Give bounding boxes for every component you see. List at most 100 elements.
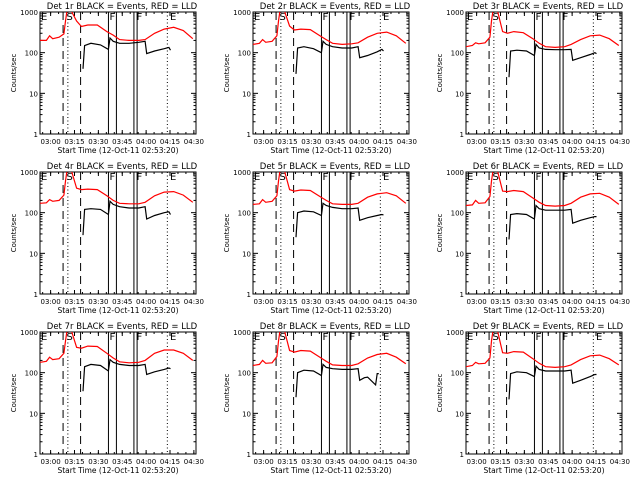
x-tick-label: 03:45	[325, 458, 345, 466]
y-tick-label: 10	[242, 250, 251, 258]
panel-title: Det 5r BLACK = Events, RED = LLD	[260, 162, 411, 172]
x-tick-label: 03:00	[254, 138, 274, 146]
marker-label: F	[322, 12, 328, 23]
x-tick-label: 03:15	[277, 458, 297, 466]
x-tick-label: 04:00	[136, 138, 156, 146]
x-tick-label: 03:30	[301, 298, 321, 306]
marker-label: F	[109, 12, 115, 23]
plot-frame	[252, 11, 410, 135]
plot-frame	[252, 171, 410, 295]
x-tick-label: 04:15	[160, 138, 180, 146]
lld-series-line	[466, 332, 620, 369]
y-tick-label: 100	[238, 210, 251, 218]
series-group	[253, 12, 407, 74]
x-tick-label: 03:15	[277, 298, 297, 306]
marker-label: F	[535, 172, 541, 183]
marker-label: F	[322, 332, 328, 343]
y-tick-label: 1000	[446, 169, 464, 177]
panel-det-8: Det 8r BLACK = Events, RED = LLD 1 10 100 10…	[223, 322, 417, 475]
panel-det-9: Det 9r BLACK = Events, RED = LLD 1 10 100 10…	[436, 322, 630, 475]
y-tick-label: 100	[25, 210, 38, 218]
y-tick-label: 10	[455, 90, 464, 98]
x-tick-label: 03:30	[301, 458, 321, 466]
marker-label: F	[109, 332, 115, 343]
marker-label: F	[350, 172, 356, 183]
y-tick-label: 1	[460, 131, 464, 139]
panel-det-4: Det 4r BLACK = Events, RED = LLD 1 10 100 10…	[10, 162, 204, 315]
y-tick-label: 10	[29, 410, 38, 418]
series-group	[466, 172, 620, 240]
y-tick-label: 10	[455, 410, 464, 418]
marker-label: E	[467, 172, 473, 183]
y-tick-label: 1	[34, 291, 38, 299]
plot-frame	[465, 331, 623, 455]
marker-label: F	[563, 12, 569, 23]
x-tick-label: 03:30	[88, 458, 108, 466]
plot-frame	[39, 331, 197, 455]
marker-label: E	[254, 12, 260, 23]
x-axis-label: Start Time (12-Oct-11 02:53:20)	[57, 466, 178, 475]
panel-det-5: Det 5r BLACK = Events, RED = LLD 1 10 100 10…	[223, 162, 417, 315]
x-tick-label: 03:00	[41, 298, 61, 306]
panel-det-3: Det 3r BLACK = Events, RED = LLD 1 10 100 10…	[436, 2, 630, 155]
marker-label: S	[66, 172, 72, 183]
y-tick-label: 100	[238, 370, 251, 378]
y-tick-label: 1	[34, 131, 38, 139]
x-tick-label: 04:15	[373, 138, 393, 146]
y-tick-label: 1000	[233, 329, 251, 337]
panel-det-6: Det 6r BLACK = Events, RED = LLD 1 10 100 10…	[436, 162, 630, 315]
x-tick-label: 03:00	[467, 458, 487, 466]
panel-title: Det 8r BLACK = Events, RED = LLD	[260, 322, 411, 332]
x-tick-label: 04:15	[160, 298, 180, 306]
x-tick-label: 04:00	[562, 458, 582, 466]
y-axis-label: Counts/sec	[10, 374, 18, 413]
marker-label: E	[41, 332, 47, 343]
lld-series-line	[466, 172, 620, 207]
series-group	[40, 12, 194, 69]
y-tick-label: 1000	[446, 329, 464, 337]
events-series-line	[82, 200, 172, 236]
marker-label: S	[492, 172, 498, 183]
marker-label: E	[383, 12, 389, 23]
x-tick-label: 04:00	[136, 298, 156, 306]
y-tick-label: 1	[247, 291, 251, 299]
lld-series-line	[40, 332, 194, 364]
x-tick-label: 04:00	[349, 298, 369, 306]
series-group	[40, 172, 194, 236]
lld-series-line	[40, 12, 194, 42]
panel-title: Det 4r BLACK = Events, RED = LLD	[47, 162, 198, 172]
marker-label: S	[492, 12, 498, 23]
marker-label: E	[383, 172, 389, 183]
y-tick-label: 100	[238, 50, 251, 58]
y-axis-label: Counts/sec	[10, 54, 18, 93]
lld-series-line	[253, 332, 407, 367]
x-axis-label: Start Time (12-Oct-11 02:53:20)	[483, 466, 604, 475]
x-tick-label: 04:30	[397, 138, 417, 146]
plot-frame	[252, 331, 410, 455]
marker-label: S	[279, 172, 285, 183]
x-tick-label: 03:00	[467, 138, 487, 146]
panel-title: Det 7r BLACK = Events, RED = LLD	[47, 322, 198, 332]
x-tick-label: 03:45	[325, 138, 345, 146]
y-tick-label: 100	[25, 370, 38, 378]
x-tick-label: 04:15	[586, 298, 606, 306]
x-tick-label: 03:30	[514, 138, 534, 146]
series-group	[466, 12, 620, 78]
x-tick-label: 04:30	[610, 458, 630, 466]
marker-label: F	[350, 332, 356, 343]
x-tick-label: 03:30	[514, 298, 534, 306]
x-tick-label: 04:30	[184, 138, 204, 146]
x-tick-label: 04:30	[397, 458, 417, 466]
x-tick-label: 04:00	[349, 138, 369, 146]
x-axis-label: Start Time (12-Oct-11 02:53:20)	[270, 146, 391, 155]
y-axis-label: Counts/sec	[10, 214, 18, 253]
x-tick-label: 03:45	[538, 138, 558, 146]
marker-label: E	[467, 12, 473, 23]
y-tick-label: 1000	[20, 169, 38, 177]
x-tick-label: 03:30	[301, 138, 321, 146]
marker-label: E	[170, 172, 176, 183]
marker-label: F	[563, 332, 569, 343]
x-tick-label: 03:30	[88, 138, 108, 146]
x-tick-label: 03:45	[538, 298, 558, 306]
x-axis-label: Start Time (12-Oct-11 02:53:20)	[483, 306, 604, 315]
